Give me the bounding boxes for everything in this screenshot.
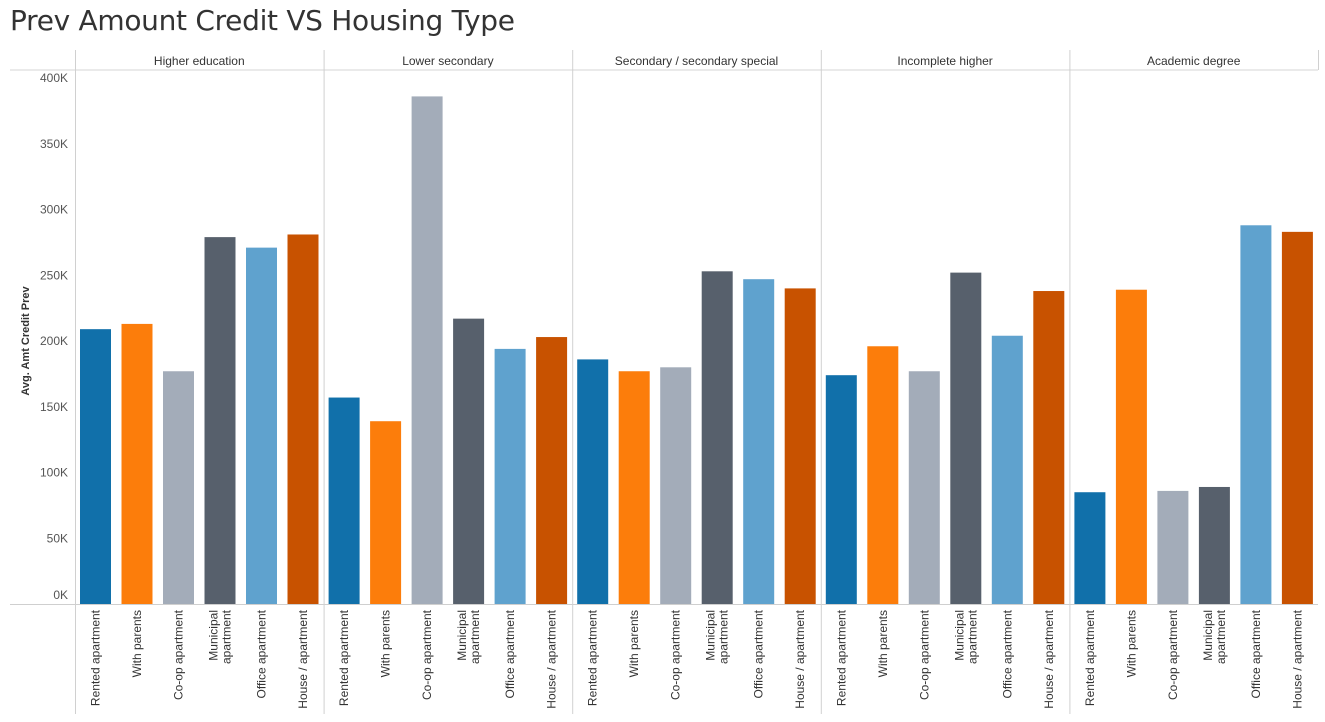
x-tick-label: With parents: [379, 610, 393, 677]
y-tick-label: 150K: [40, 400, 68, 414]
x-tick-label: Rented apartment: [834, 609, 848, 706]
bar: [163, 371, 194, 604]
x-tick-label: Municipal: [704, 610, 718, 661]
x-tick-label: Rented apartment: [586, 609, 600, 706]
x-tick-label: apartment: [717, 609, 731, 664]
bar: [825, 375, 857, 604]
bar: [743, 279, 775, 604]
y-tick-label: 300K: [40, 203, 68, 217]
x-tick-label: With parents: [627, 610, 641, 677]
bar: [287, 234, 319, 605]
chart-title: Prev Amount Credit VS Housing Type: [10, 4, 515, 37]
bar: [80, 329, 111, 604]
panel-header: Secondary / secondary special: [615, 54, 778, 68]
bar: [494, 348, 526, 604]
bar: [701, 271, 733, 604]
bar: [1240, 225, 1272, 604]
bar: [536, 337, 568, 604]
bar: [1033, 291, 1065, 604]
x-tick-label: Office apartment: [1249, 609, 1263, 698]
x-tick-label: With parents: [876, 610, 890, 677]
bar: [121, 323, 153, 604]
x-tick-label: Rented apartment: [89, 609, 103, 706]
bar: [577, 359, 609, 604]
bar: [328, 397, 360, 604]
bar: [950, 272, 982, 604]
bar: [453, 318, 485, 604]
x-tick-label: apartment: [220, 609, 234, 664]
x-tick-label: Co-op apartment: [917, 609, 931, 700]
x-tick-label: Co-op apartment: [1166, 609, 1180, 700]
x-tick-label: With parents: [130, 610, 144, 677]
bar: [1115, 289, 1147, 604]
x-tick-label: Office apartment: [1000, 609, 1014, 698]
bar: [246, 247, 277, 604]
bar: [1157, 490, 1189, 604]
y-tick-label: 0K: [53, 588, 68, 602]
x-tick-label: Co-op apartment: [669, 609, 683, 700]
x-tick-label: Office apartment: [752, 609, 766, 698]
x-tick-label: Municipal: [952, 610, 966, 661]
panel-header: Lower secondary: [402, 54, 493, 68]
x-tick-label: House / apartment: [545, 609, 559, 708]
y-tick-label: 400K: [40, 71, 68, 85]
x-tick-label: Municipal: [455, 610, 469, 661]
y-tick-label: 100K: [40, 466, 68, 480]
y-tick-label: 50K: [47, 531, 68, 545]
panel-header: Higher education: [154, 54, 245, 68]
bar: [204, 237, 236, 605]
y-tick-label: 250K: [40, 268, 68, 282]
x-tick-label: House / apartment: [793, 609, 807, 708]
y-tick-label: 350K: [40, 137, 68, 151]
panel-header: Incomplete higher: [897, 54, 992, 68]
x-tick-label: Office apartment: [255, 609, 269, 698]
bar: [660, 367, 692, 604]
bar: [867, 346, 899, 604]
bar: [908, 371, 940, 604]
bar: [618, 371, 650, 604]
x-tick-label: With parents: [1124, 610, 1138, 677]
bar: [784, 288, 816, 604]
y-tick-label: 200K: [40, 334, 68, 348]
x-tick-label: Rented apartment: [337, 609, 351, 706]
bar: [370, 421, 402, 604]
bar: [1281, 231, 1313, 605]
x-tick-label: Office apartment: [503, 609, 517, 698]
x-tick-label: apartment: [468, 609, 482, 664]
x-tick-label: apartment: [965, 609, 979, 664]
x-tick-label: Municipal: [207, 610, 221, 661]
x-tick-label: apartment: [1214, 609, 1228, 664]
x-tick-label: Co-op apartment: [172, 609, 186, 700]
x-tick-label: Co-op apartment: [420, 609, 434, 700]
x-tick-label: House / apartment: [296, 609, 310, 708]
x-tick-label: House / apartment: [1290, 609, 1304, 708]
x-tick-label: House / apartment: [1042, 609, 1056, 708]
bar: [1198, 486, 1230, 604]
y-axis-label: Avg. Amt Credit Prev: [20, 286, 32, 396]
bar: [991, 335, 1023, 604]
bar: [1074, 492, 1106, 604]
x-tick-label: Municipal: [1201, 610, 1215, 661]
panel-header: Academic degree: [1147, 54, 1241, 68]
x-tick-label: Rented apartment: [1083, 609, 1097, 706]
bar: [411, 96, 443, 604]
